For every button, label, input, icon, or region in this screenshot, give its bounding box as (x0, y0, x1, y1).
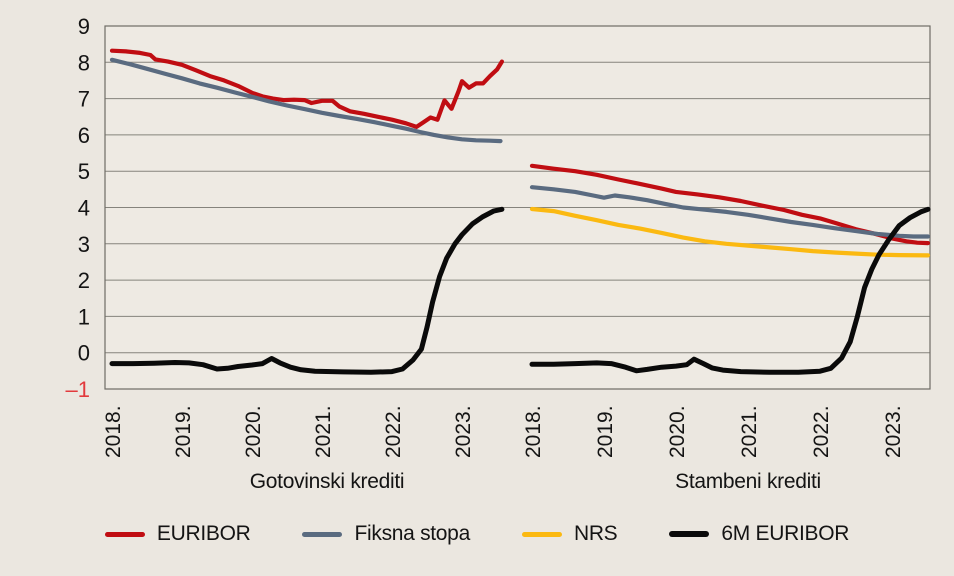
x-tick-label-2022-panel2: 2022. (810, 405, 833, 458)
y-tick-label-2: 2 (78, 268, 90, 293)
y-tick-label--1: –1 (66, 377, 90, 402)
series-line-6m-euribor-panel2 (529, 206, 931, 375)
y-tick-label-9: 9 (78, 14, 90, 39)
legend-label-6m-euribor: 6M EURIBOR (721, 522, 850, 545)
series-line-fiksna-stopa-panel1 (109, 57, 503, 144)
y-tick-label-7: 7 (78, 87, 90, 112)
x-tick-label-2023-panel1: 2023. (452, 405, 475, 458)
x-tick-label-2020-panel1: 2020. (242, 405, 265, 458)
series-line-6m-euribor-panel1 (109, 206, 505, 375)
y-tick-label-8: 8 (78, 50, 90, 75)
legend-label-euribor: EURIBOR (156, 522, 251, 545)
legend-item-nrs: NRS (521, 522, 618, 546)
plot-frame (104, 25, 931, 390)
y-tick-label-4: 4 (78, 196, 90, 221)
legend-swatch-euribor (104, 531, 145, 537)
x-tick-label-2018-panel1: 2018. (102, 405, 125, 458)
legend-swatch-6m-euribor (669, 531, 710, 537)
y-tick-label-6: 6 (78, 123, 90, 148)
series-line-nrs-panel2 (529, 206, 931, 258)
y-tick-label-3: 3 (78, 232, 90, 257)
panel-caption-gotovinski-krediti: Gotovinski krediti (249, 470, 405, 493)
x-tick-label-2023-panel2: 2023. (882, 405, 905, 458)
legend-label-fiksna-stopa: Fiksna stopa (354, 522, 470, 545)
series-line-euribor-panel1 (109, 48, 504, 130)
y-tick-label-0: 0 (78, 341, 90, 366)
x-tick-label-2020-panel2: 2020. (666, 405, 689, 458)
x-tick-label-2019-panel2: 2019. (594, 405, 617, 458)
series-line-fiksna-stopa-panel2 (529, 185, 931, 239)
x-tick-label-2018-panel2: 2018. (522, 405, 545, 458)
legend-label-nrs: NRS (573, 522, 618, 545)
y-tick-label-5: 5 (78, 159, 90, 184)
x-tick-label-2019-panel1: 2019. (172, 405, 195, 458)
legend-item-6m-euribor: 6M EURIBOR (669, 522, 849, 546)
chart-legend: EURIBOR Fiksna stopa NRS 6M EURIBOR (0, 519, 954, 549)
panel-caption-stambeni-krediti: Stambeni krediti (675, 470, 821, 493)
x-tick-label-2021-panel1: 2021. (312, 405, 335, 458)
y-tick-label-1: 1 (78, 304, 90, 329)
legend-item-euribor: EURIBOR (104, 522, 251, 546)
x-tick-label-2022-panel1: 2022. (382, 405, 405, 458)
legend-swatch-fiksna-stopa (302, 531, 343, 537)
legend-item-fiksna-stopa: Fiksna stopa (302, 522, 470, 546)
legend-swatch-nrs (521, 531, 562, 537)
x-tick-label-2021-panel2: 2021. (738, 405, 761, 458)
